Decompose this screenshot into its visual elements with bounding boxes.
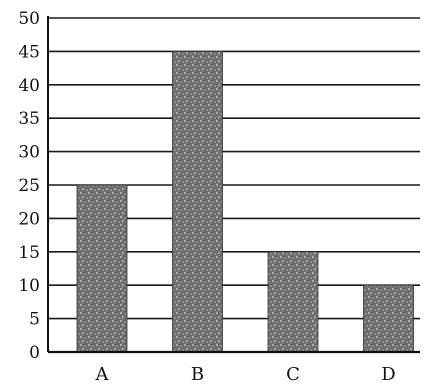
x-tick-label-A: A: [95, 364, 110, 385]
bars: [76, 51, 414, 353]
y-tick-label-5: 5: [29, 310, 40, 330]
y-tick-label-10: 10: [18, 276, 40, 296]
x-tick-label-B: B: [191, 364, 204, 385]
y-tick-label-20: 20: [18, 209, 40, 229]
x-tick-label-D: D: [381, 364, 395, 385]
y-tick-label-0: 0: [29, 343, 40, 363]
y-tick-label-30: 30: [18, 143, 40, 163]
x-tick-labels: A B C D: [95, 364, 396, 385]
bar-B: [172, 51, 223, 353]
x-tick-label-C: C: [286, 364, 300, 385]
axes: [47, 16, 420, 354]
y-tick-labels: 0 5 10 15 20 25 30 35 40 45 50: [18, 9, 40, 363]
y-tick-label-40: 40: [18, 76, 40, 96]
y-tick-label-25: 25: [18, 176, 40, 196]
bar-D: [363, 284, 414, 353]
y-tick-label-15: 15: [18, 243, 40, 263]
y-tick-label-35: 35: [18, 109, 40, 129]
bar-A: [76, 184, 128, 353]
y-tick-label-45: 45: [18, 42, 40, 62]
y-tick-label-50: 50: [18, 9, 40, 29]
bar-C: [267, 251, 319, 353]
